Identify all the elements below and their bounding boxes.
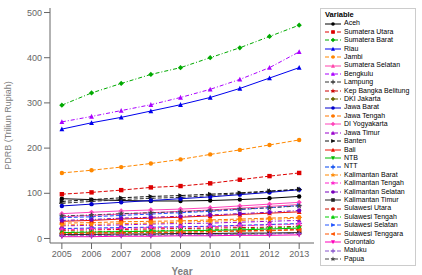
svg-text:200: 200: [27, 143, 42, 153]
html-text:Kalimantan Timur: Kalimantan Timur: [344, 195, 399, 203]
html-text:Jawa Timur: Jawa Timur: [344, 128, 380, 136]
html-text:Sumatera Utara: Sumatera Utara: [344, 27, 394, 35]
html-text:Sulawesi Tengah: Sulawesi Tengah: [344, 212, 397, 220]
svg-text:2006: 2006: [82, 249, 102, 259]
html-text:Sulawesi Utara: Sulawesi Utara: [344, 204, 392, 212]
svg-text:500: 500: [27, 8, 42, 18]
svg-text:2005: 2005: [52, 249, 72, 259]
svg-text:2010: 2010: [200, 249, 220, 259]
svg-text:0: 0: [37, 234, 42, 244]
html-text:Lampung: Lampung: [344, 78, 374, 86]
svg-text:2012: 2012: [259, 249, 279, 259]
html-text:Sulawesi Tenggara: Sulawesi Tenggara: [344, 229, 403, 237]
html-text:Sumatera Barat: Sumatera Barat: [344, 36, 393, 44]
svg-text:2009: 2009: [171, 249, 191, 259]
svg-text:2013: 2013: [289, 249, 309, 259]
html-text:Papua: Papua: [344, 254, 365, 262]
html-text:Kalimantan Barat: Kalimantan Barat: [344, 170, 398, 178]
svg-text:300: 300: [27, 98, 42, 108]
html-text:Riau: Riau: [344, 44, 359, 52]
svg-text:Year: Year: [171, 266, 192, 275]
html-text:Kep Bangka Belitung: Kep Bangka Belitung: [344, 86, 410, 94]
html-text:Sulawesi Selatan: Sulawesi Selatan: [344, 221, 398, 229]
html-text:Gorontalo: Gorontalo: [344, 238, 375, 245]
html-text:Bengkulu: Bengkulu: [344, 69, 374, 77]
html-text:Jawa Barat: Jawa Barat: [344, 103, 379, 111]
svg-text:100: 100: [27, 188, 42, 198]
svg-text:2011: 2011: [230, 249, 249, 259]
html-text:DI Yogyakarta: DI Yogyakarta: [344, 120, 388, 128]
svg-text:2007: 2007: [111, 249, 131, 259]
html-text:Kalimantan Tengah: Kalimantan Tengah: [344, 179, 404, 187]
html-text:Aceh: Aceh: [344, 19, 360, 27]
html-text:NTB: NTB: [344, 153, 358, 161]
svg-text:2008: 2008: [141, 249, 161, 259]
html-text:Jambi: Jambi: [344, 53, 363, 60]
html-text:Bali: Bali: [344, 145, 356, 153]
html-text:Jawa Tengah: Jawa Tengah: [344, 111, 386, 119]
html-text:NTT: NTT: [344, 162, 358, 170]
html-text:Maluku: Maluku: [344, 246, 367, 254]
html-text:Sumatera Selatan: Sumatera Selatan: [344, 61, 400, 69]
html-text:Kalimantan Selatan: Kalimantan Selatan: [344, 187, 405, 195]
html-text:Banten: Banten: [344, 137, 367, 145]
html-text:DKI Jakarta: DKI Jakarta: [344, 95, 381, 103]
html-text:Variable: Variable: [325, 10, 354, 19]
svg-text:400: 400: [27, 53, 42, 63]
svg-text:PDRB (Triliun Rupiah): PDRB (Triliun Rupiah): [8, 81, 13, 170]
